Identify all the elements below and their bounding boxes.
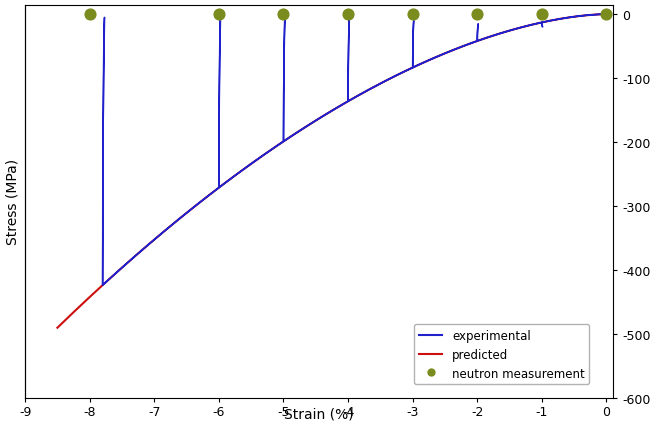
Point [278,12,289,18]
Point [214,12,224,18]
Y-axis label: Stress (MPa): Stress (MPa) [5,159,20,245]
Legend: experimental, predicted, neutron measurement: experimental, predicted, neutron measure… [414,324,589,384]
Point [85,12,95,18]
Point [407,12,418,18]
Point [472,12,483,18]
Point [601,12,611,18]
X-axis label: Strain (%): Strain (%) [284,406,354,420]
Point [343,12,354,18]
Point [537,12,547,18]
